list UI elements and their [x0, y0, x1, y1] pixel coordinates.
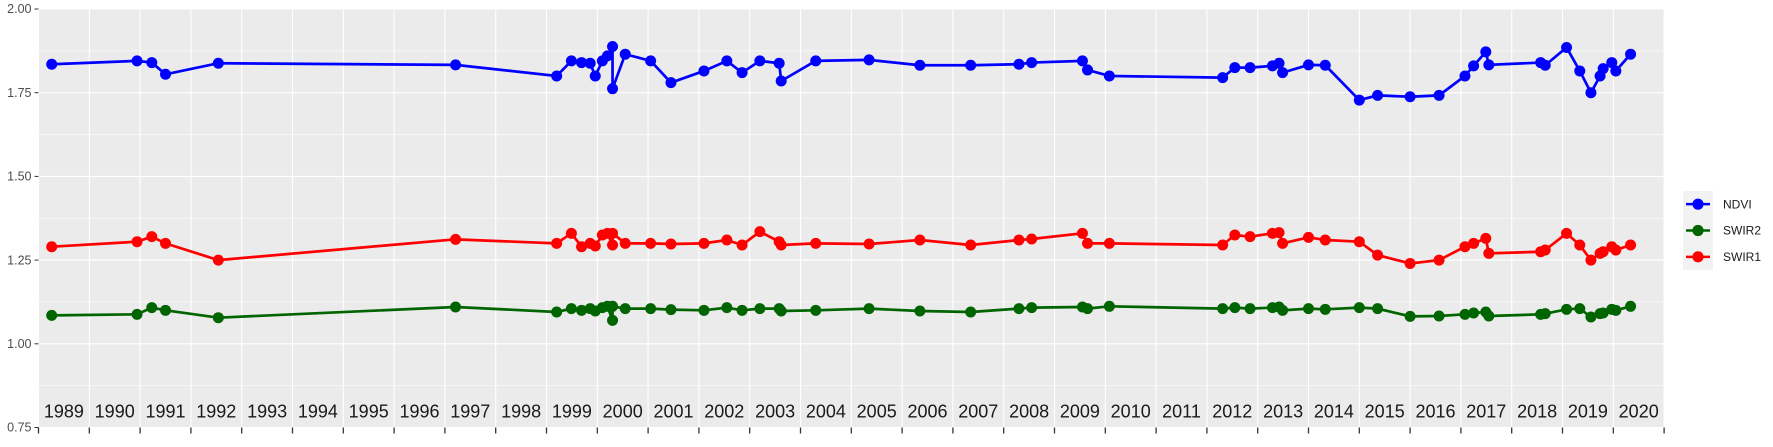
svg-text:2014: 2014: [1314, 402, 1354, 422]
svg-text:1996: 1996: [399, 402, 439, 422]
svg-text:1.75: 1.75: [7, 86, 31, 100]
svg-text:2012: 2012: [1212, 402, 1252, 422]
svg-text:0.75: 0.75: [7, 421, 31, 435]
svg-text:2007: 2007: [958, 402, 998, 422]
svg-text:1992: 1992: [196, 402, 236, 422]
svg-text:SWIR2: SWIR2: [1723, 224, 1761, 238]
svg-text:2003: 2003: [755, 402, 795, 422]
svg-text:NDVI: NDVI: [1723, 197, 1752, 211]
svg-text:2008: 2008: [1009, 402, 1049, 422]
svg-text:2020: 2020: [1619, 402, 1659, 422]
svg-text:2010: 2010: [1111, 402, 1151, 422]
svg-text:1989: 1989: [44, 402, 84, 422]
svg-text:1994: 1994: [298, 402, 338, 422]
svg-text:2019: 2019: [1568, 402, 1608, 422]
svg-text:2.00: 2.00: [7, 2, 31, 16]
svg-text:1993: 1993: [247, 402, 287, 422]
svg-text:2018: 2018: [1517, 402, 1557, 422]
svg-text:2004: 2004: [806, 402, 846, 422]
svg-text:2005: 2005: [857, 402, 897, 422]
svg-text:1.25: 1.25: [7, 253, 31, 267]
svg-text:1999: 1999: [552, 402, 592, 422]
svg-text:2009: 2009: [1060, 402, 1100, 422]
svg-text:2013: 2013: [1263, 402, 1303, 422]
svg-text:1.00: 1.00: [7, 337, 31, 351]
svg-text:2006: 2006: [907, 402, 947, 422]
svg-text:2015: 2015: [1365, 402, 1405, 422]
svg-text:2017: 2017: [1466, 402, 1506, 422]
svg-text:1998: 1998: [501, 402, 541, 422]
svg-text:2016: 2016: [1415, 402, 1455, 422]
svg-text:1997: 1997: [450, 402, 490, 422]
svg-text:1991: 1991: [145, 402, 185, 422]
svg-text:1.50: 1.50: [7, 170, 31, 184]
svg-text:2000: 2000: [603, 402, 643, 422]
svg-text:2011: 2011: [1162, 402, 1201, 422]
svg-text:1990: 1990: [95, 402, 135, 422]
svg-text:2001: 2001: [653, 402, 693, 422]
svg-text:SWIR1: SWIR1: [1723, 250, 1761, 264]
svg-text:2002: 2002: [704, 402, 744, 422]
svg-text:1995: 1995: [349, 402, 389, 422]
